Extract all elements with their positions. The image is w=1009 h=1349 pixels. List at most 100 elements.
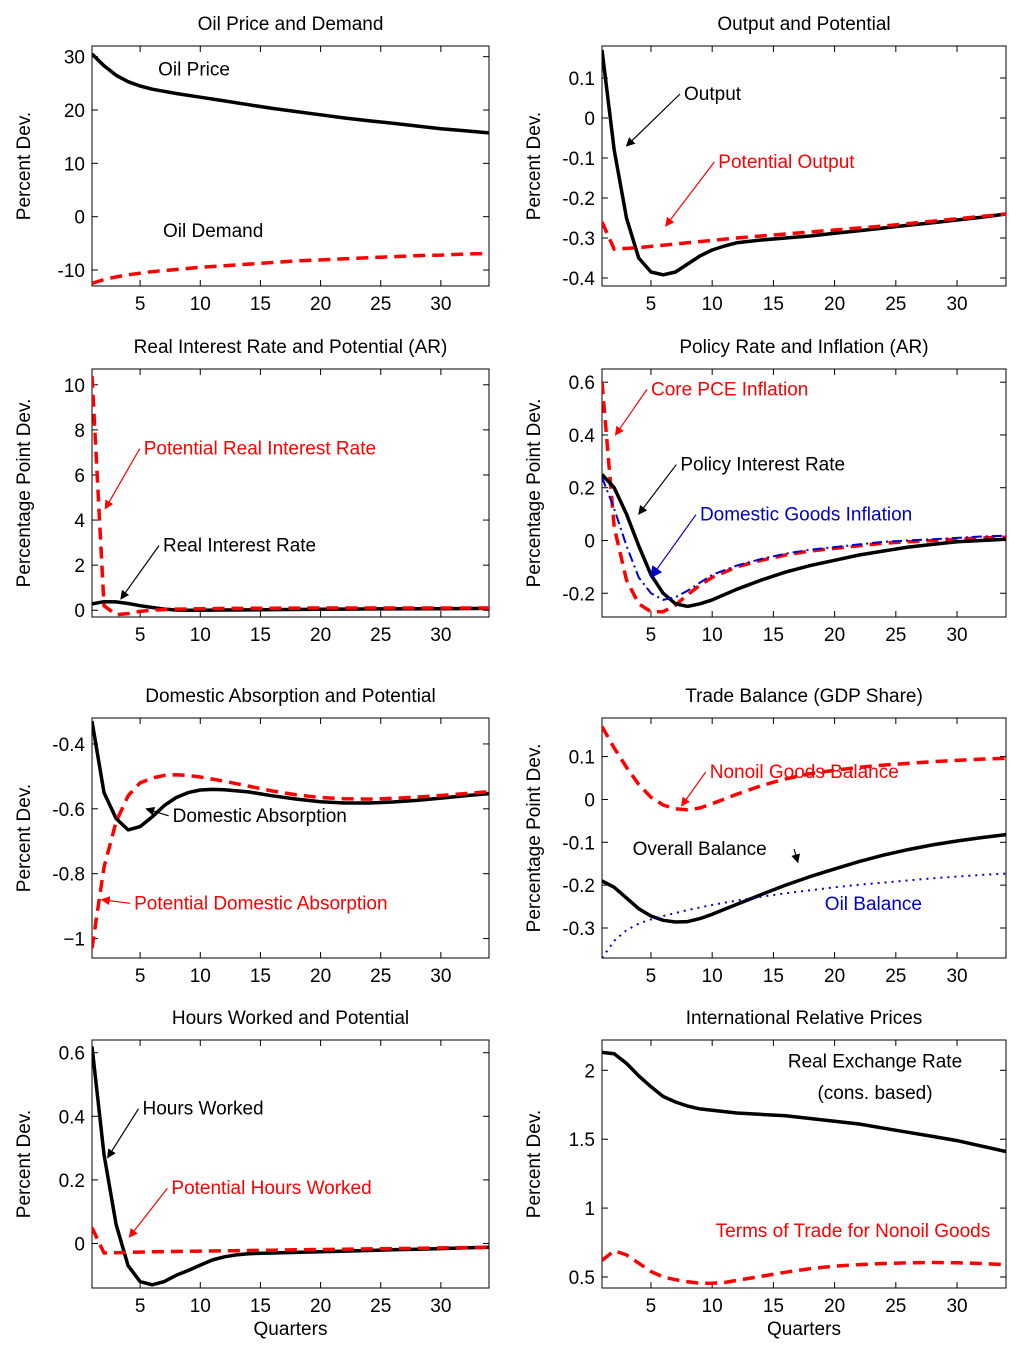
x-tick-label: 20	[824, 625, 845, 646]
x-tick-label: 30	[946, 966, 967, 987]
y-tick-label: 0.4	[59, 1107, 86, 1128]
axes-frame	[91, 1039, 490, 1289]
x-tick-label: 20	[310, 966, 331, 987]
y-tick-label: 10	[64, 376, 85, 397]
chart-title: Trade Balance (GDP Share)	[685, 686, 923, 707]
y-tick-label: -0.2	[562, 584, 595, 605]
x-tick-label: 15	[763, 294, 784, 315]
x-tick-label: 5	[135, 966, 146, 987]
x-tick-label: 10	[190, 625, 211, 646]
x-tick-label: 5	[135, 625, 146, 646]
x-tick-label: 25	[370, 625, 391, 646]
x-tick-label: 25	[885, 1296, 906, 1317]
y-tick-label: 0	[74, 1234, 85, 1255]
x-tick-label: 10	[702, 1296, 723, 1317]
x-tick-label: 30	[430, 966, 451, 987]
y-axis-label: Percent Dev.	[14, 1110, 35, 1218]
x-tick-label: 15	[763, 1296, 784, 1317]
y-axis-label: Percent Dev.	[14, 112, 35, 220]
annotation-label: Potential Domestic Absorption	[134, 893, 387, 914]
x-tick-label: 5	[135, 294, 146, 315]
y-tick-label: 30	[64, 48, 85, 69]
x-tick-label: 30	[430, 1296, 451, 1317]
series-line-oil-price	[92, 52, 489, 135]
y-tick-label: 0.1	[569, 748, 595, 769]
y-tick-label: 4	[74, 511, 85, 532]
axes-frame	[91, 368, 490, 618]
series-line-potential-real-interest-rate	[92, 375, 489, 617]
annotation-label: Core PCE Inflation	[651, 379, 808, 400]
chart-title: Policy Rate and Inflation (AR)	[679, 337, 928, 358]
series-line-nonoil-goods-balance	[602, 725, 1006, 812]
annotation-arrow	[650, 514, 697, 579]
annotation-arrow	[120, 545, 160, 600]
series-line-domestic-absorption	[92, 720, 489, 832]
y-tick-label: -0.1	[562, 833, 595, 854]
axes-frame	[601, 717, 1007, 959]
y-axis-label: Percentage Point Dev.	[14, 399, 35, 588]
y-tick-label: 0.1	[569, 69, 595, 90]
x-tick-label: 25	[370, 1296, 391, 1317]
y-axis-label: Percentage Point Dev.	[524, 744, 545, 933]
y-tick-label: -0.3	[562, 229, 595, 250]
chart-title: Oil Price and Demand	[198, 14, 384, 35]
annotation-arrow	[128, 1187, 168, 1238]
annotation-arrow	[681, 771, 707, 807]
x-tick-label: 10	[702, 294, 723, 315]
x-tick-label: 15	[763, 966, 784, 987]
annotation-arrow	[100, 896, 131, 906]
x-tick-label: 10	[190, 966, 211, 987]
y-tick-label: 6	[74, 466, 85, 487]
series-line-core-pce-inflation	[602, 382, 1006, 614]
axes-frame	[91, 717, 490, 959]
y-tick-label: 0	[74, 601, 85, 622]
x-tick-label: 20	[824, 1296, 845, 1317]
series-line-real-exchange-rate-cons-based	[602, 1050, 1006, 1154]
series-line-overall-balance	[602, 832, 1006, 924]
x-tick-label: 30	[946, 1296, 967, 1317]
series-line-potential-output	[602, 212, 1006, 251]
chart-title: Domestic Absorption and Potential	[145, 686, 435, 707]
x-tick-label: 25	[885, 294, 906, 315]
y-tick-label: 0.2	[569, 479, 595, 500]
annotation-label: Real Interest Rate	[163, 536, 316, 557]
annotation-arrow	[107, 1108, 140, 1159]
y-tick-label: −1	[63, 930, 85, 951]
chart-panel-3: Policy Rate and Inflation (AR) 5 10 15 20 25 3…	[524, 337, 1007, 646]
chart-title: Output and Potential	[717, 14, 890, 35]
x-tick-label: 20	[310, 1296, 331, 1317]
annotation-arrow	[104, 448, 141, 510]
y-tick-label: 1.5	[569, 1130, 595, 1151]
y-tick-label: 2	[584, 1061, 595, 1082]
y-axis-label: Percent Dev.	[524, 112, 545, 220]
x-tick-label: 15	[250, 294, 271, 315]
x-tick-label: 30	[946, 625, 967, 646]
chart-panel-0: Oil Price and Demand 5 10 15 20 25 30 -10 0 10 20 3…	[14, 14, 490, 315]
x-tick-label: 10	[702, 625, 723, 646]
series-line-potential-domestic-absorption	[92, 773, 489, 949]
y-tick-label: 0.6	[59, 1044, 85, 1065]
y-tick-label: 0	[74, 208, 85, 229]
annotation-arrow	[625, 93, 681, 147]
x-tick-label: 20	[824, 294, 845, 315]
x-tick-label: 5	[646, 625, 657, 646]
x-tick-label: 25	[370, 966, 391, 987]
series-line-potential-hours-worked	[92, 1226, 489, 1255]
chart-panel-7: International Relative Prices 5 10 15 20 25 30…	[524, 1008, 1007, 1340]
chart-title: Hours Worked and Potential	[172, 1008, 409, 1029]
y-axis-label: Percent Dev.	[524, 1110, 545, 1218]
axes-frame	[601, 1039, 1007, 1289]
annotation-arrow	[791, 848, 800, 864]
series-line-hours-worked	[92, 1046, 489, 1287]
annotation-arrow	[145, 806, 169, 817]
y-tick-label: 0	[584, 790, 595, 811]
y-tick-label: 0.5	[569, 1268, 595, 1289]
series-line-domestic-goods-inflation	[602, 476, 1006, 601]
y-tick-label: 0	[584, 531, 595, 552]
x-tick-label: 20	[824, 966, 845, 987]
x-tick-label: 30	[430, 294, 451, 315]
annotation-label: Oil Demand	[163, 221, 263, 242]
y-tick-label: 0	[584, 109, 595, 130]
annotation-label: Potential Real Interest Rate	[144, 439, 376, 460]
